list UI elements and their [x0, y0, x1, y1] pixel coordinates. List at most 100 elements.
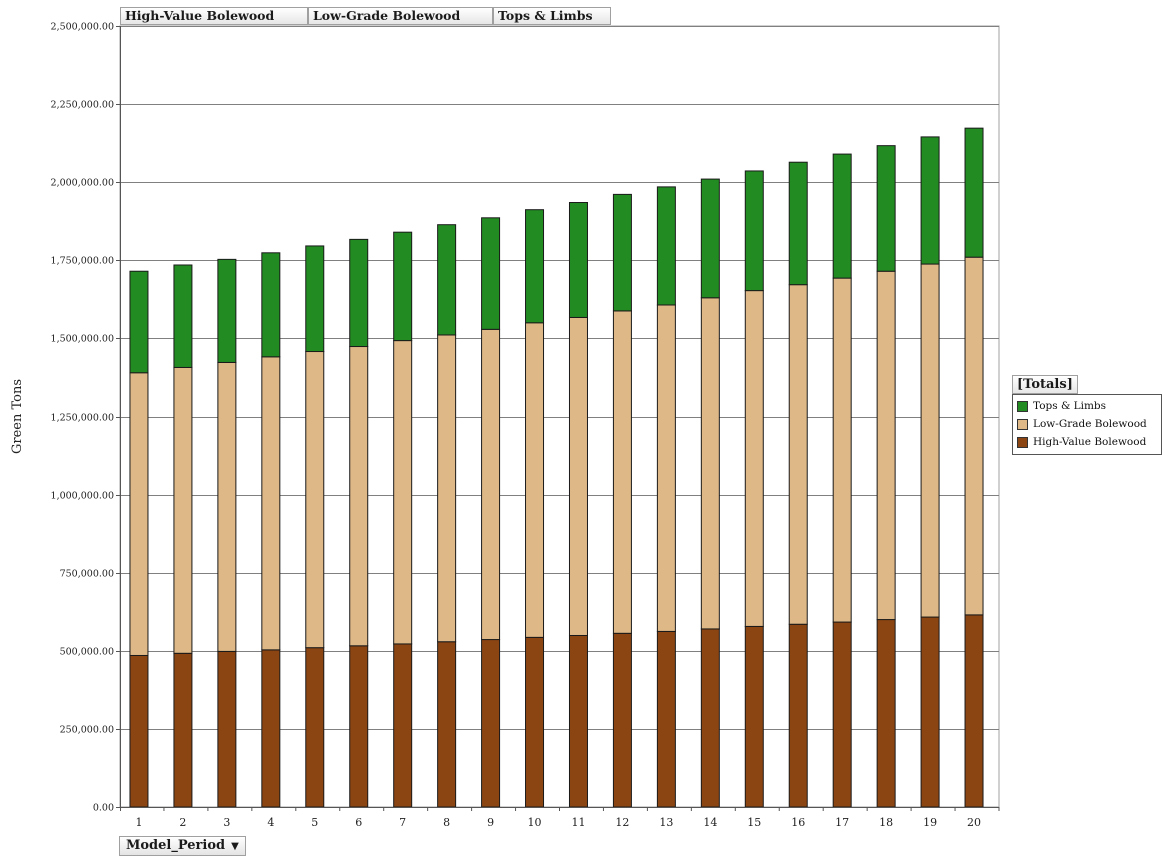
y-tick-label: 0.00	[93, 803, 114, 814]
bar-segment	[832, 153, 852, 279]
bar-segment	[568, 634, 588, 808]
bar-segment	[656, 186, 676, 306]
bar-segment	[876, 619, 896, 808]
y-tick-label: 750,000.00	[60, 569, 114, 580]
x-tick-label: 5	[311, 816, 318, 829]
plot-area	[119, 25, 1000, 808]
bar-segment	[129, 372, 149, 656]
filter-field-button[interactable]: Tops & Limbs	[493, 7, 611, 25]
legend-label: Low-Grade Bolewood	[1033, 418, 1147, 430]
y-tick-label: 1,500,000.00	[51, 334, 114, 345]
bar-segment	[700, 297, 720, 630]
x-tick-label: 4	[267, 816, 274, 829]
legend-item: High-Value Bolewood	[1017, 433, 1157, 451]
legend-label: High-Value Bolewood	[1033, 436, 1147, 448]
bar-segment	[744, 290, 764, 627]
model-period-field-dropdown[interactable]: Model_Period ▼	[119, 836, 246, 856]
y-tick-label: 1,250,000.00	[51, 413, 114, 424]
bar-segment	[744, 625, 764, 808]
x-tick-label: 6	[355, 816, 362, 829]
x-tick-label: 1	[135, 816, 142, 829]
bar-segment	[612, 193, 632, 312]
x-tick-label: 12	[615, 816, 629, 829]
bar-segment	[656, 304, 676, 632]
bar-segment	[217, 258, 237, 363]
bar-segment	[173, 264, 193, 368]
bar-segment	[964, 256, 984, 616]
x-tick-label: 16	[791, 816, 805, 829]
bar-segment	[349, 645, 369, 808]
bar-segment	[437, 641, 457, 808]
bar-segment	[217, 650, 237, 808]
bar-segment	[173, 366, 193, 654]
x-tick-label: 15	[747, 816, 761, 829]
bar-segment	[305, 351, 325, 649]
bar-segment	[261, 356, 281, 651]
filter-field-button[interactable]: Low-Grade Bolewood	[308, 7, 493, 25]
bar-segment	[964, 127, 984, 258]
bar-segment	[612, 632, 632, 808]
x-tick-label: 3	[223, 816, 230, 829]
bar-segment	[261, 649, 281, 808]
y-tick-label: 250,000.00	[60, 725, 114, 736]
bar-segment	[920, 136, 940, 265]
bar-segment	[349, 238, 369, 348]
bar-segment	[568, 202, 588, 318]
bar-segment	[305, 647, 325, 808]
bar-segment	[437, 224, 457, 336]
bar-segment	[788, 284, 808, 625]
legend-item: Low-Grade Bolewood	[1017, 415, 1157, 433]
y-axis-label: Green Tons	[10, 379, 25, 454]
model-period-label: Model_Period	[126, 838, 226, 853]
bar-segment	[788, 161, 808, 286]
x-tick-label: 8	[443, 816, 450, 829]
legend-swatch	[1017, 400, 1028, 412]
x-tick-label: 17	[835, 816, 849, 829]
bar-segment	[525, 636, 545, 808]
y-tick-label: 2,000,000.00	[51, 178, 114, 189]
bar-segment	[481, 217, 501, 330]
x-tick-label: 7	[399, 816, 406, 829]
bar-segment	[876, 270, 896, 621]
x-tick-label: 13	[659, 816, 673, 829]
bar-segment	[788, 623, 808, 808]
filter-field-button[interactable]: High-Value Bolewood	[120, 7, 308, 25]
legend-title[interactable]: [Totals]	[1012, 375, 1078, 394]
bar-segment	[129, 270, 149, 374]
y-tick-label: 2,250,000.00	[51, 100, 114, 111]
y-tick-label: 1,750,000.00	[51, 256, 114, 267]
bar-segment	[920, 616, 940, 808]
y-tick-label: 500,000.00	[60, 647, 114, 658]
legend-swatch	[1017, 436, 1028, 448]
x-tick-label: 14	[703, 816, 717, 829]
bar-segment	[964, 614, 984, 808]
bar-segment	[700, 628, 720, 808]
bar-segment	[129, 654, 149, 808]
y-tick-label: 2,500,000.00	[51, 22, 114, 33]
bar-segment	[612, 310, 632, 634]
chevron-down-icon: ▼	[231, 841, 239, 852]
x-tick-label: 18	[879, 816, 893, 829]
bar-segment	[876, 145, 896, 272]
x-tick-label: 19	[923, 816, 937, 829]
bar-segment	[173, 652, 193, 808]
bar-segment	[305, 245, 325, 353]
bar-segment	[481, 328, 501, 641]
legend: [Totals] Tops & Limbs Low-Grade Bolewood H…	[1012, 373, 1162, 455]
bar-segment	[920, 263, 940, 618]
bar-segment	[568, 316, 588, 636]
bar-segment	[437, 334, 457, 643]
bar-segment	[481, 639, 501, 808]
bar-segment	[700, 178, 720, 299]
bar-segment	[393, 231, 413, 342]
x-tick-label: 11	[571, 816, 585, 829]
legend-swatch	[1017, 418, 1028, 430]
bar-segment	[832, 277, 852, 623]
x-tick-label: 9	[487, 816, 494, 829]
bar-segment	[656, 630, 676, 808]
legend-label: Tops & Limbs	[1033, 400, 1107, 412]
bar-segment	[525, 322, 545, 638]
bar-segment	[349, 346, 369, 647]
x-tick-label: 10	[528, 816, 542, 829]
